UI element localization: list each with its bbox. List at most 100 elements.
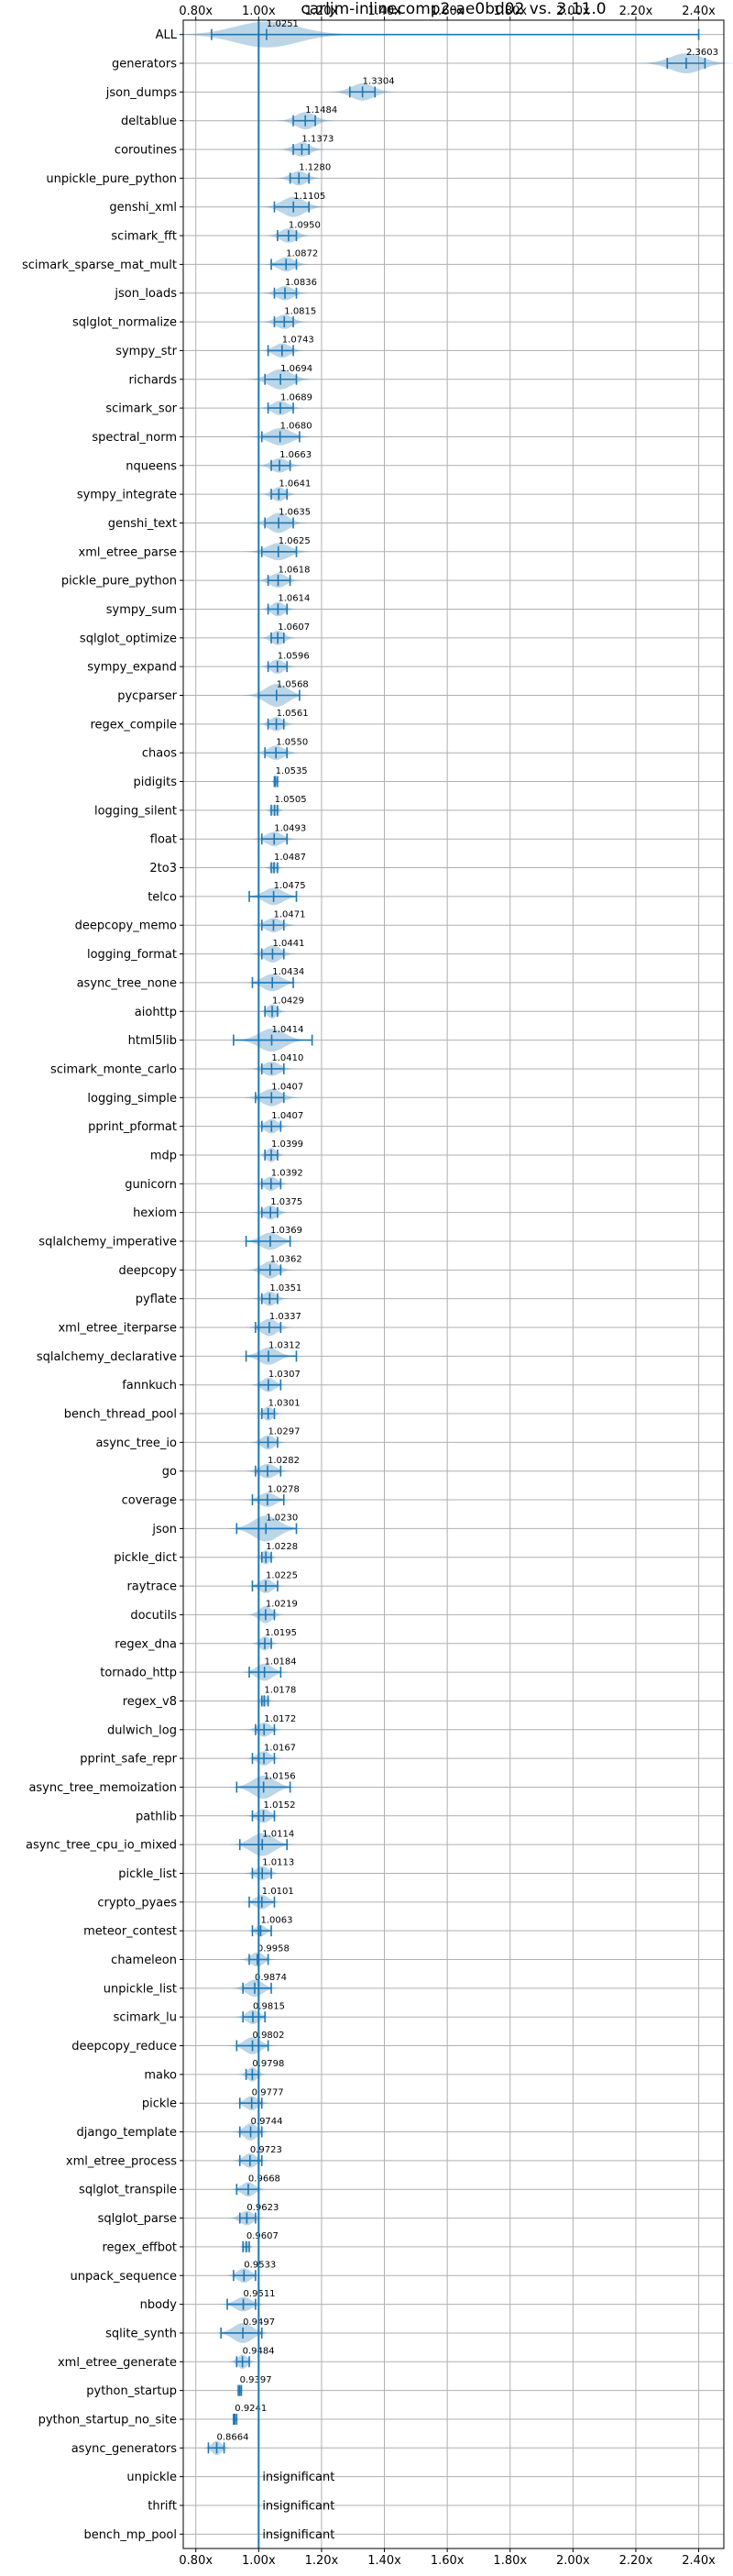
benchmark-label: chameleon bbox=[111, 1954, 177, 1967]
benchmark-label: spectral_norm bbox=[92, 431, 177, 445]
value-label: 1.0872 bbox=[286, 249, 318, 259]
value-label: 1.0607 bbox=[278, 622, 310, 633]
benchmark-label: django_template bbox=[77, 2126, 177, 2140]
value-label: 0.9397 bbox=[240, 2375, 272, 2385]
benchmark-label: html5lib bbox=[128, 1034, 177, 1048]
value-label: 1.0407 bbox=[271, 1111, 303, 1121]
value-label: 0.9533 bbox=[244, 2260, 276, 2270]
benchmark-label: 2to3 bbox=[149, 862, 177, 875]
benchmark-label: sympy_str bbox=[115, 345, 177, 358]
benchmark-label: crypto_pyaes bbox=[97, 1896, 177, 1910]
x-tick-label-bottom: 1.20x bbox=[305, 2554, 339, 2568]
benchmark-label: sqlglot_transpile bbox=[79, 2184, 177, 2197]
x-tick-label-bottom: 1.00x bbox=[242, 2554, 276, 2568]
value-label: 1.0375 bbox=[270, 1197, 302, 1207]
benchmark-label: richards bbox=[129, 373, 178, 387]
benchmark-label: telco bbox=[148, 890, 177, 904]
value-label: 2.3603 bbox=[686, 48, 718, 58]
benchmark-label: regex_effbot bbox=[102, 2240, 177, 2254]
value-label: 1.0251 bbox=[267, 19, 299, 29]
benchmark-label: sympy_sum bbox=[106, 603, 177, 617]
value-label: 1.0351 bbox=[269, 1283, 301, 1294]
value-label: 1.0596 bbox=[278, 651, 310, 661]
benchmark-label: mdp bbox=[150, 1149, 177, 1162]
benchmark-label: pprint_pformat bbox=[88, 1120, 177, 1134]
value-label: 1.0561 bbox=[277, 709, 309, 719]
benchmark-label: pickle bbox=[142, 2097, 177, 2111]
value-label: 1.0312 bbox=[268, 1341, 301, 1351]
value-label: 1.0219 bbox=[266, 1600, 298, 1610]
benchmark-label: scimark_fft bbox=[111, 230, 177, 244]
x-tick-label-top: 2.20x bbox=[619, 5, 653, 18]
benchmark-label: bench_thread_pool bbox=[64, 1408, 177, 1422]
benchmark-label: deepcopy bbox=[118, 1264, 177, 1278]
benchmark-label: raytrace bbox=[126, 1580, 177, 1594]
value-label: 1.0113 bbox=[262, 1858, 294, 1868]
value-label: 1.0614 bbox=[278, 594, 310, 604]
value-label: 1.0493 bbox=[274, 823, 306, 833]
value-label: 1.0101 bbox=[262, 1887, 294, 1897]
benchmark-label: genshi_xml bbox=[109, 201, 177, 215]
benchmark-label: generators bbox=[112, 58, 177, 72]
benchmark-label: coroutines bbox=[115, 144, 177, 158]
value-label: 1.0178 bbox=[264, 1686, 296, 1696]
benchmark-label: logging_silent bbox=[94, 804, 177, 818]
value-label: 1.0301 bbox=[268, 1398, 301, 1408]
x-tick-label-bottom: 1.40x bbox=[367, 2554, 401, 2568]
benchmark-label: json bbox=[151, 1523, 177, 1536]
benchmark-label: fannkuch bbox=[122, 1379, 177, 1393]
benchmark-label: genshi_text bbox=[108, 517, 177, 531]
x-tick-label-top: 1.00x bbox=[242, 5, 276, 18]
value-label: 0.9815 bbox=[253, 2001, 285, 2011]
value-label: 1.0625 bbox=[279, 536, 311, 546]
benchmark-label: async_generators bbox=[71, 2442, 178, 2456]
value-label: 1.0641 bbox=[279, 479, 311, 489]
benchmark-label: coverage bbox=[122, 1494, 177, 1508]
benchmark-label: sympy_expand bbox=[87, 661, 177, 675]
x-tick-label-top: 1.40x bbox=[367, 5, 401, 18]
benchmark-label: unpickle bbox=[126, 2471, 177, 2484]
value-label: 1.0471 bbox=[273, 909, 305, 919]
value-label: 1.0152 bbox=[264, 1800, 296, 1811]
benchmark-label: pickle_dict bbox=[114, 1551, 177, 1565]
value-label: 1.0195 bbox=[265, 1628, 297, 1638]
x-tick-label-top: 1.80x bbox=[493, 5, 527, 18]
x-axis-ticks: 0.80x 0.80x 1.00x 1.00x 1.20x 1.20x 1.40x 1.40x… bbox=[179, 5, 716, 2568]
benchmark-label: json_loads bbox=[114, 287, 177, 301]
value-label: 1.0429 bbox=[272, 996, 304, 1006]
value-label: 0.8664 bbox=[216, 2433, 248, 2443]
value-label: 1.3304 bbox=[363, 77, 395, 87]
insignificant-label: insignificant bbox=[262, 2499, 334, 2513]
benchmark-label: pathlib bbox=[136, 1810, 177, 1823]
value-label: 1.0230 bbox=[266, 1514, 298, 1524]
benchmark-label: aiohttp bbox=[135, 1006, 177, 1019]
value-label: 0.9668 bbox=[248, 2174, 280, 2184]
x-tick-label-top: 2.40x bbox=[682, 5, 716, 18]
benchmark-label: sqlite_synth bbox=[105, 2327, 177, 2340]
value-label: 1.0278 bbox=[268, 1484, 300, 1494]
value-label: 1.0815 bbox=[284, 306, 316, 316]
value-label: 1.0282 bbox=[268, 1456, 300, 1466]
benchmark-marks: 1.0251 2.3603 1.3304 1.1484 1.1373 1.1280 1.11… bbox=[172, 19, 733, 2542]
benchmark-label: xml_etree_process bbox=[66, 2154, 177, 2168]
value-label: 0.9744 bbox=[251, 2117, 283, 2127]
value-label: 1.0063 bbox=[260, 1915, 292, 1925]
benchmark-label: xml_etree_generate bbox=[58, 2356, 177, 2370]
x-tick-label-bottom: 2.20x bbox=[619, 2554, 653, 2568]
benchmark-label: sqlglot_parse bbox=[98, 2212, 177, 2226]
benchmark-label: regex_v8 bbox=[123, 1695, 177, 1709]
value-label: 1.0505 bbox=[275, 795, 307, 805]
x-tick-label-top: 1.60x bbox=[431, 5, 465, 18]
benchmark-label: nbody bbox=[140, 2298, 178, 2312]
value-label: 1.0369 bbox=[270, 1226, 302, 1236]
x-tick-label-top: 0.80x bbox=[179, 5, 213, 18]
value-label: 0.9241 bbox=[235, 2404, 267, 2414]
value-label: 1.0434 bbox=[272, 967, 304, 977]
value-label: 1.0172 bbox=[264, 1714, 296, 1724]
benchmark-label: thrift bbox=[148, 2499, 177, 2513]
benchmark-label: python_startup bbox=[86, 2384, 177, 2398]
value-label: 1.0407 bbox=[271, 1083, 303, 1093]
benchmark-label: bench_mp_pool bbox=[83, 2528, 177, 2542]
value-label: 1.0836 bbox=[285, 278, 317, 288]
plot-frame bbox=[182, 19, 725, 2549]
